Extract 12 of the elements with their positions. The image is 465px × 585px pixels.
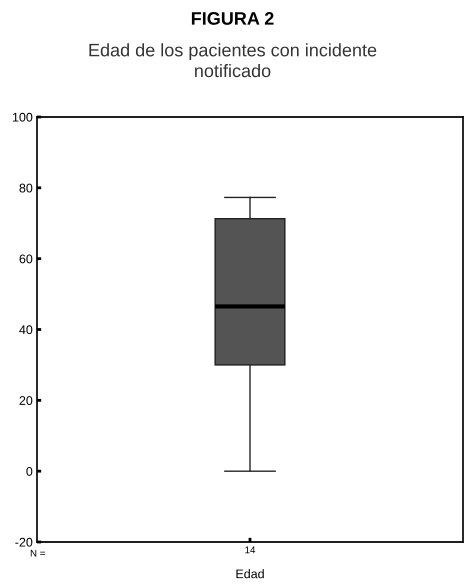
y-tick-label: 20 [20, 396, 32, 405]
text: N = [30, 550, 45, 557]
y-tick-label: 0 [26, 466, 32, 476]
y-tick-label: 40 [19, 325, 32, 334]
y-tick-label: -20 [15, 538, 32, 547]
chart-title: FIGURA 2 [192, 12, 274, 25]
chart-subtitle: Edad de los pacientes con incidente notificado [89, 43, 376, 78]
y-tick-label: 60 [20, 254, 32, 264]
y-tick-label: 100 [12, 112, 32, 122]
y-tick-label: 80 [19, 184, 32, 192]
x-axis-title: Edad [236, 569, 264, 578]
x-tick-label: 14 [245, 546, 256, 554]
